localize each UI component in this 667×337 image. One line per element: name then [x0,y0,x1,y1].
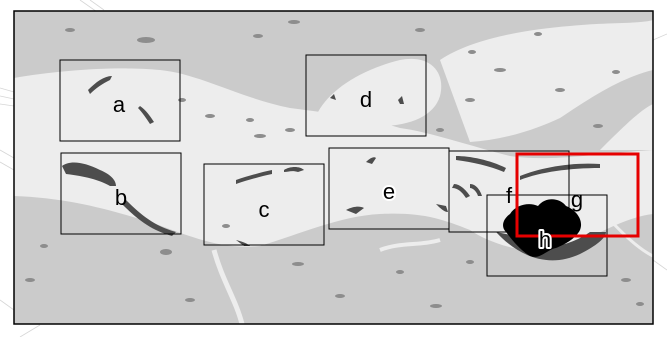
panel-frame-d [305,54,427,137]
shoreline-features [62,76,606,261]
map-frame [13,10,654,325]
map-area [14,11,654,325]
panel-frame-a [59,59,181,142]
panel-frame-c [203,163,325,246]
landscape-features [25,20,644,308]
panel-frame-b [60,152,182,235]
river-channel-south [211,249,245,325]
panel-label-g: g [571,187,583,212]
panel-labels: a b c d e f g h [113,87,583,254]
river-channel-se2 [608,218,654,258]
panel-label-b: b [115,185,127,210]
panel-label-c: c [259,197,270,222]
river-channel-southeast [379,238,441,252]
panel-frame-g-highlight [515,152,640,238]
panel-frame-f [448,150,570,233]
panel-label-a: a [113,92,126,117]
river-branch-northeast [440,20,653,142]
panel-label-e: e [383,179,395,204]
river-water [14,68,653,252]
panel-label-f: f [506,183,513,208]
panel-label-h: h [539,227,551,252]
river-branch-east [600,104,653,150]
river-branch-north [318,58,442,126]
panel-label-d: d [360,87,372,112]
dense-feature-cluster [503,199,582,257]
